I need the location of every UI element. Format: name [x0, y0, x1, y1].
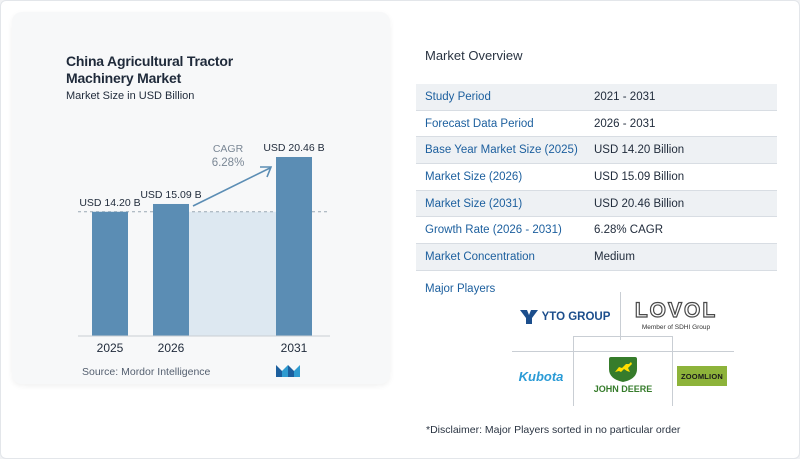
- row-key: Market Concentration: [425, 250, 535, 263]
- yto-group-logo: YTO GROUP: [515, 305, 615, 329]
- bar: [153, 203, 189, 336]
- lovol-text: LOVOL: [634, 298, 718, 322]
- lovol-logo: LOVOL Member of SDHI Group: [628, 296, 724, 334]
- forecast-band: [189, 211, 276, 336]
- cagr-label: CAGR: [213, 143, 244, 155]
- source-label: Source: Mordor Intelligence: [82, 366, 211, 378]
- x-tick-label: 2026: [158, 341, 185, 355]
- cagr-arrow-line: [192, 167, 271, 207]
- row-key: Base Year Market Size (2025): [425, 144, 578, 157]
- yto-mark-icon: [519, 310, 538, 324]
- row-value: USD 20.46 Billion: [594, 197, 685, 210]
- disclaimer: *Disclaimer: Major Players sorted in no …: [426, 424, 681, 436]
- overview-row: Forecast Data Period 2026 - 2031: [416, 111, 777, 138]
- row-key: Market Size (2026): [425, 170, 523, 183]
- row-value: 6.28% CAGR: [594, 224, 664, 237]
- x-tick-label: 2025: [97, 341, 124, 355]
- bar-chart: USD 14.20 B 2025 USD 15.09 B 2026 USD 20.46 …: [78, 142, 330, 355]
- overview-row: Market Concentration Medium: [416, 244, 777, 271]
- players-title: Major Players: [425, 283, 496, 295]
- overview-title: Market Overview: [425, 48, 523, 63]
- players-divider: [672, 336, 673, 406]
- players-divider: [512, 351, 734, 352]
- deere-leaping-deer-icon: [609, 356, 637, 382]
- row-key: Forecast Data Period: [425, 117, 534, 130]
- row-key: Growth Rate (2026 - 2031): [425, 224, 562, 237]
- cagr-value: 6.28%: [212, 157, 245, 169]
- kubota-logo: Kubota: [512, 364, 570, 388]
- john-deere-text: JOHN DEERE: [593, 383, 653, 394]
- row-value: USD 14.20 Billion: [594, 144, 685, 157]
- bar: [92, 211, 128, 336]
- players-divider: [573, 336, 673, 337]
- row-value: 2021 - 2031: [594, 90, 656, 103]
- overview-table: Study Period 2021 - 2031 Forecast Data P…: [416, 84, 777, 271]
- zoomlion-logo: ZOOMLION: [677, 366, 727, 386]
- players-divider: [620, 292, 621, 340]
- overview-row: Base Year Market Size (2025) USD 14.20 B…: [416, 137, 777, 165]
- x-tick-label: 2031: [281, 341, 308, 355]
- bar-value-label: USD 20.46 B: [263, 142, 324, 154]
- chart-subtitle: Market Size in USD Billion: [66, 90, 195, 102]
- overview-row: Market Size (2031) USD 20.46 Billion: [416, 190, 777, 218]
- overview-row: Study Period 2021 - 2031: [416, 84, 777, 111]
- overview-row: Market Size (2026) USD 15.09 Billion: [416, 164, 777, 191]
- mordor-logo-icon: [276, 365, 300, 377]
- row-key: Market Size (2031): [425, 197, 523, 210]
- zoomlion-text: ZOOMLION: [680, 371, 723, 381]
- overview-row: Growth Rate (2026 - 2031) 6.28% CAGR: [416, 217, 777, 245]
- row-value: 2026 - 2031: [594, 117, 656, 130]
- lovol-tagline: Member of SDHI Group: [641, 323, 711, 331]
- row-value: USD 15.09 Billion: [594, 170, 685, 183]
- yto-group-text: YTO GROUP: [541, 311, 611, 323]
- cagr-arrow-head: [260, 166, 273, 178]
- players-divider: [573, 336, 574, 406]
- bar-value-label: USD 14.20 B: [79, 197, 140, 209]
- chart-title: China Agricultural Tractor Machinery Mar…: [66, 53, 233, 86]
- john-deere-logo: JOHN DEERE: [580, 348, 666, 400]
- row-key: Study Period: [425, 90, 491, 103]
- row-value: Medium: [594, 250, 635, 263]
- bar-value-label: USD 15.09 B: [140, 189, 201, 201]
- kubota-text: Kubota: [518, 368, 564, 384]
- bar: [276, 157, 312, 336]
